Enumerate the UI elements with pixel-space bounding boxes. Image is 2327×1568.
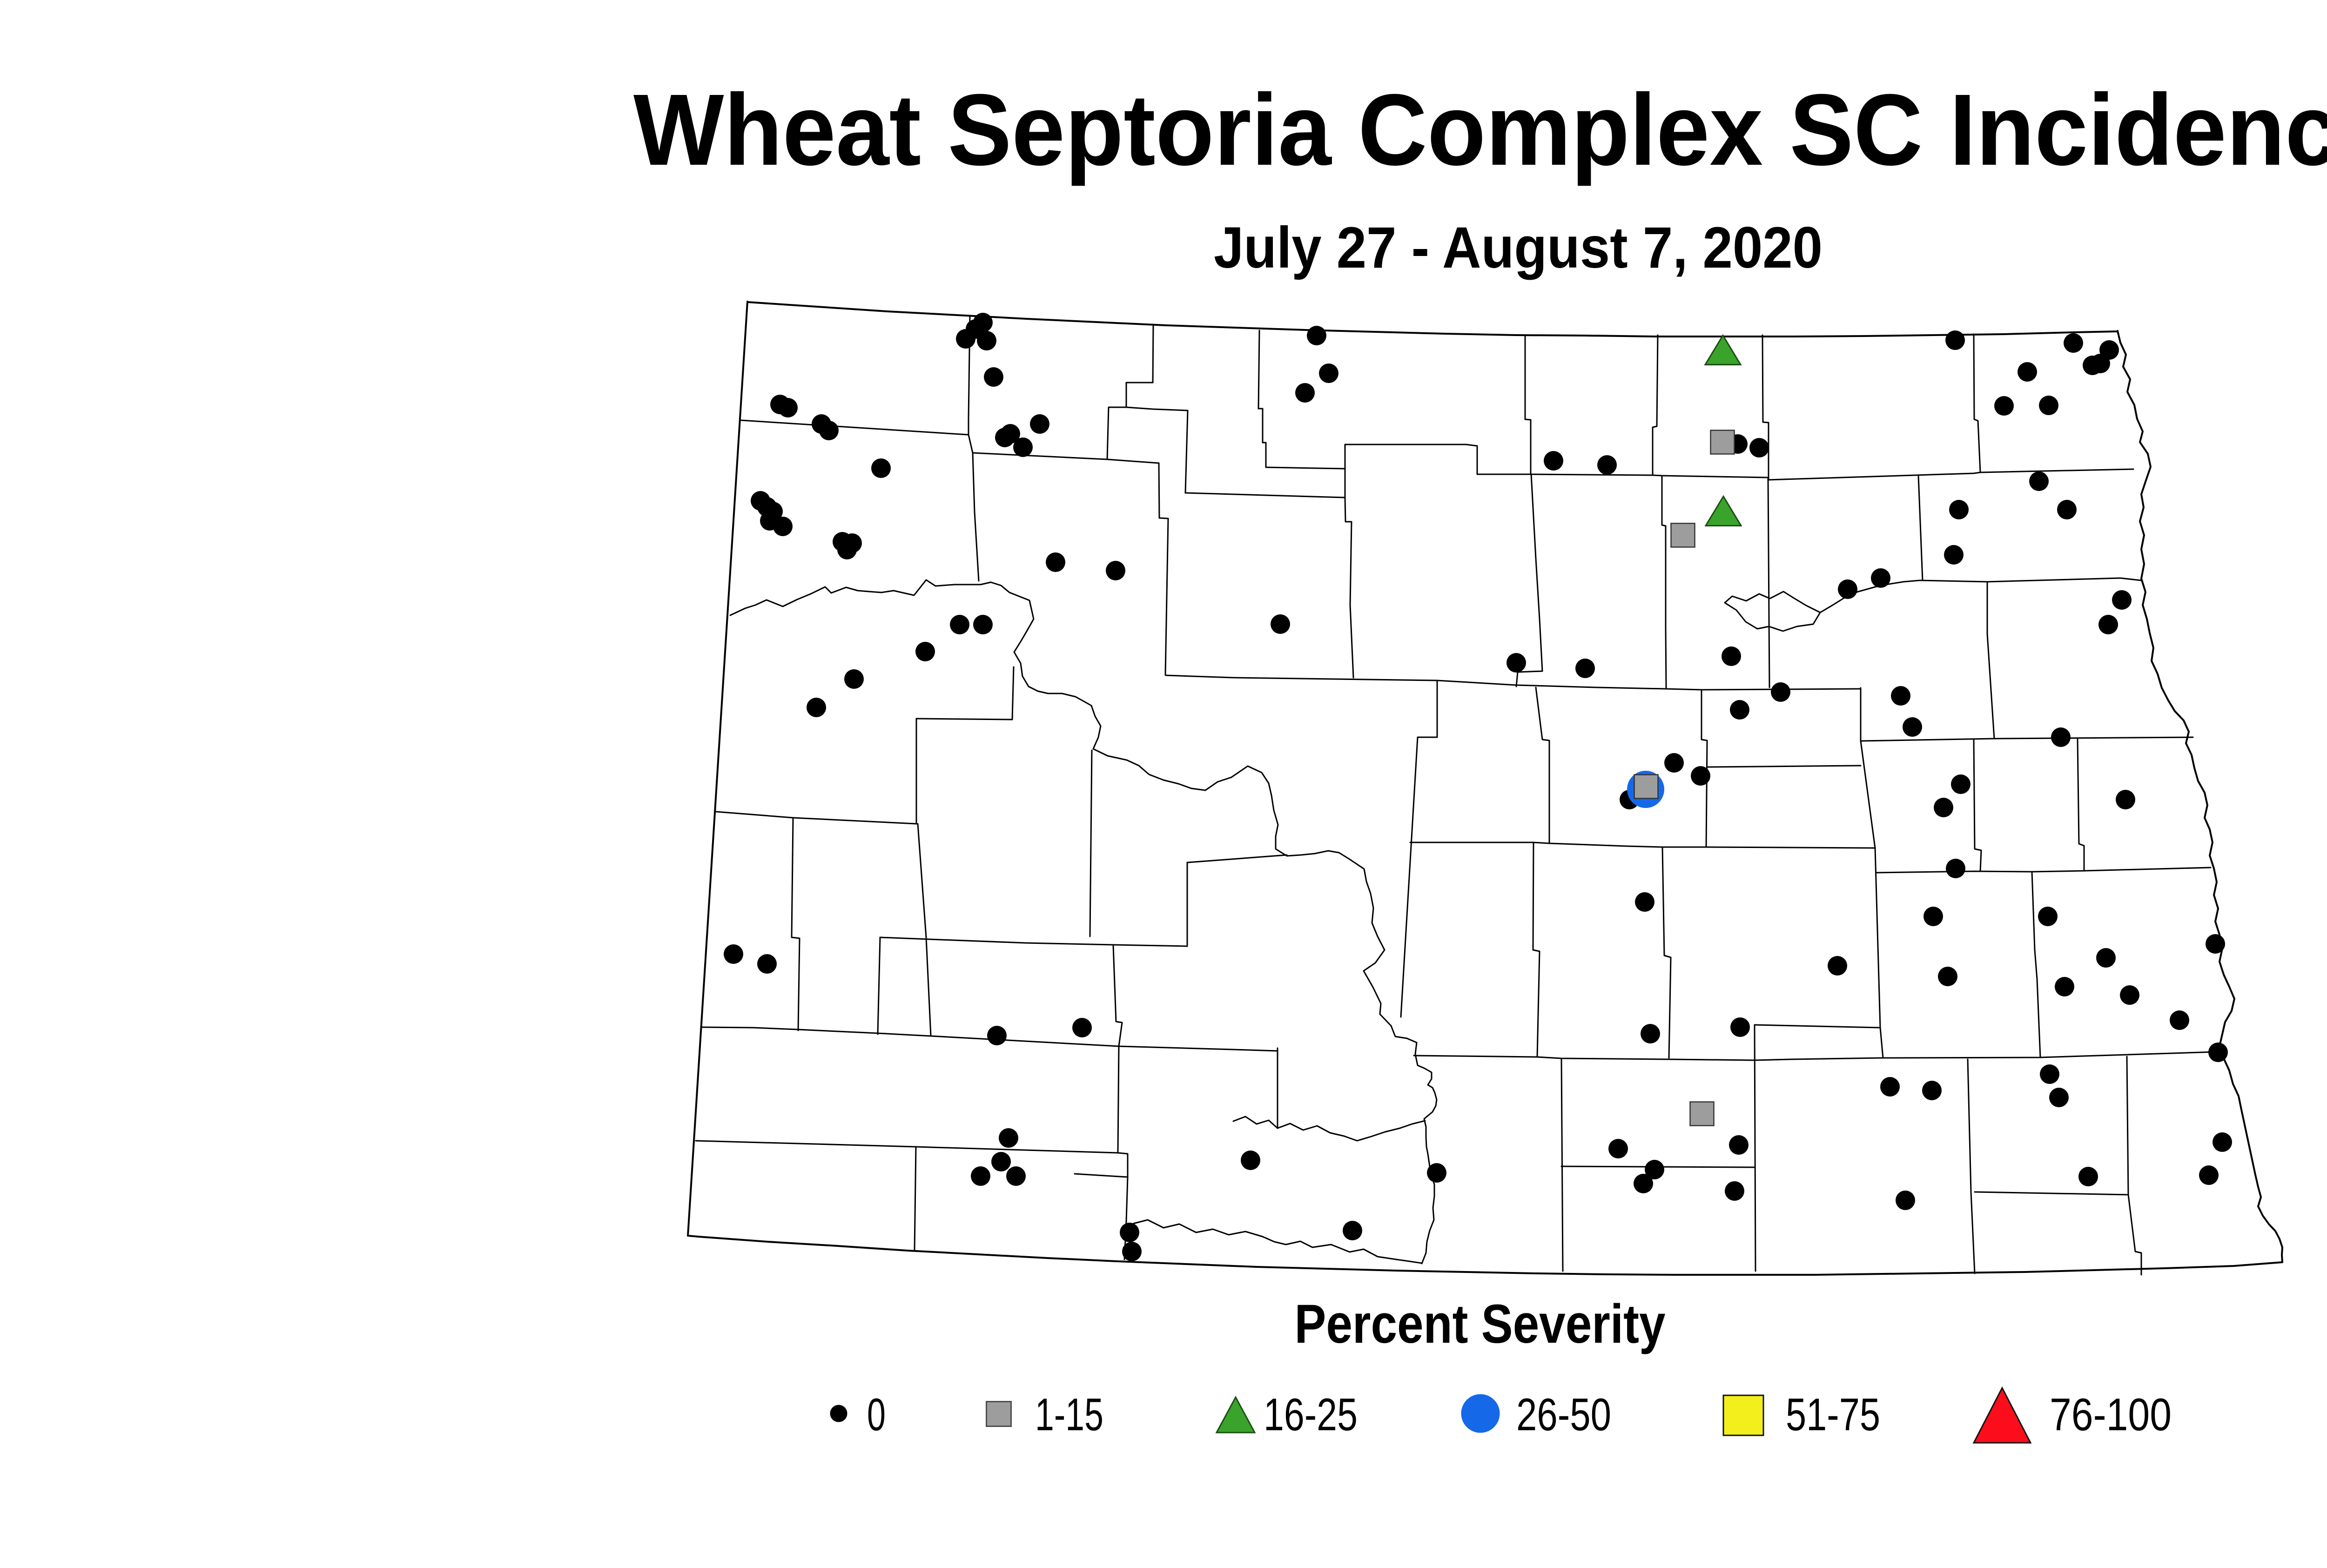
svg-text:16-25: 16-25: [1264, 1389, 1358, 1440]
svg-text:0: 0: [867, 1389, 886, 1440]
svg-text:51-75: 51-75: [1786, 1389, 1880, 1440]
svg-text:76-100: 76-100: [2050, 1389, 2172, 1440]
svg-text:Wheat Septoria Complex SC Inci: Wheat Septoria Complex SC Incidence: [633, 74, 2327, 187]
svg-text:Percent Severity: Percent Severity: [1295, 1293, 1666, 1355]
svg-text:July 27 - August 7, 2020: July 27 - August 7, 2020: [1214, 215, 1823, 280]
svg-text:1-15: 1-15: [1035, 1389, 1103, 1440]
svg-text:26-50: 26-50: [1516, 1389, 1611, 1440]
